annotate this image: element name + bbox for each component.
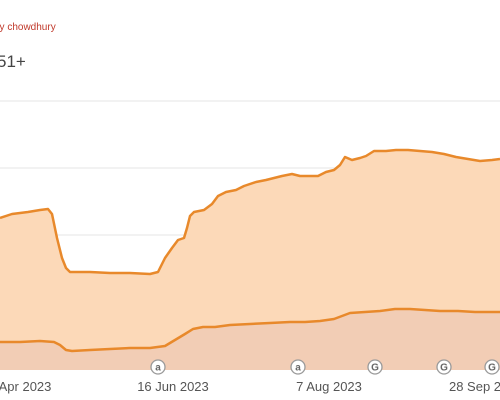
count-label: 51+ — [0, 52, 26, 71]
annotation-marker-label: G — [488, 363, 496, 374]
x-tick-label: Apr 2023 — [0, 379, 51, 394]
annotation-marker[interactable]: G — [436, 359, 452, 375]
x-axis-labels: Apr 2023 16 Jun 2023 7 Aug 2023 28 Sep 2 — [0, 379, 500, 394]
series-line-upper — [0, 148, 500, 276]
x-tick-label: 16 Jun 2023 — [137, 379, 209, 394]
annotation-marker-circle — [290, 359, 306, 375]
annotation-marker-label: G — [371, 363, 379, 374]
annotation-marker-label: G — [440, 363, 448, 374]
annotation-marker-circle — [150, 359, 166, 375]
annotation-marker[interactable]: a — [290, 359, 306, 375]
x-tick-label: 7 Aug 2023 — [296, 379, 362, 394]
annotation-marker[interactable]: a — [150, 359, 166, 375]
annotation-marker-circle — [484, 359, 500, 375]
series-area-lower — [0, 309, 500, 370]
annotation-marker-label: a — [295, 363, 301, 374]
annotation-marker-label: a — [155, 363, 161, 374]
annotation-marker[interactable]: G — [484, 359, 500, 375]
annotation-marker[interactable]: G — [367, 359, 383, 375]
author-label: by chowdhury — [0, 22, 56, 33]
x-tick-label: 28 Sep 2 — [449, 379, 500, 394]
annotation-marker-circle — [436, 359, 452, 375]
annotation-marker-circle — [367, 359, 383, 375]
series-line-lower — [0, 307, 500, 353]
